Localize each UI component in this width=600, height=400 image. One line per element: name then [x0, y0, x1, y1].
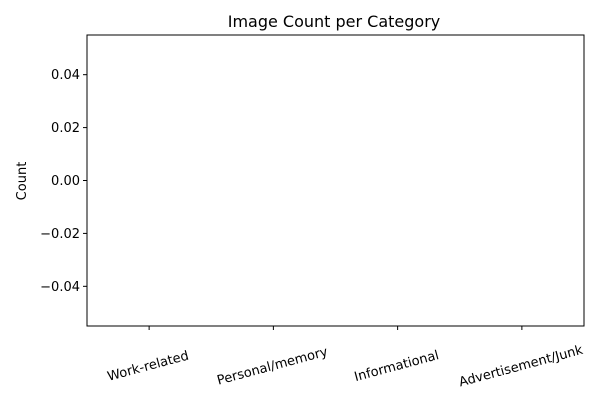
- plot-area: −0.04 −0.02 0.00 0.02 0.04 Work-related Person…: [40, 34, 585, 391]
- x-tick-label: Work-related: [106, 349, 191, 385]
- y-tick-label: 0.02: [51, 121, 80, 136]
- y-tick-label: 0.04: [51, 68, 80, 83]
- y-tick-label: 0.00: [51, 174, 80, 189]
- y-tick-label: −0.02: [40, 227, 80, 242]
- chart-title: Image Count per Category: [228, 12, 441, 31]
- plot-frame: [86, 34, 585, 327]
- y-tick-label: −0.04: [40, 280, 80, 295]
- x-tick-label: Personal/memory: [215, 345, 329, 389]
- y-axis-label: Count: [15, 162, 30, 201]
- x-tick-label: Informational: [353, 348, 441, 385]
- x-tick-label: Advertisement/Junk: [457, 343, 585, 391]
